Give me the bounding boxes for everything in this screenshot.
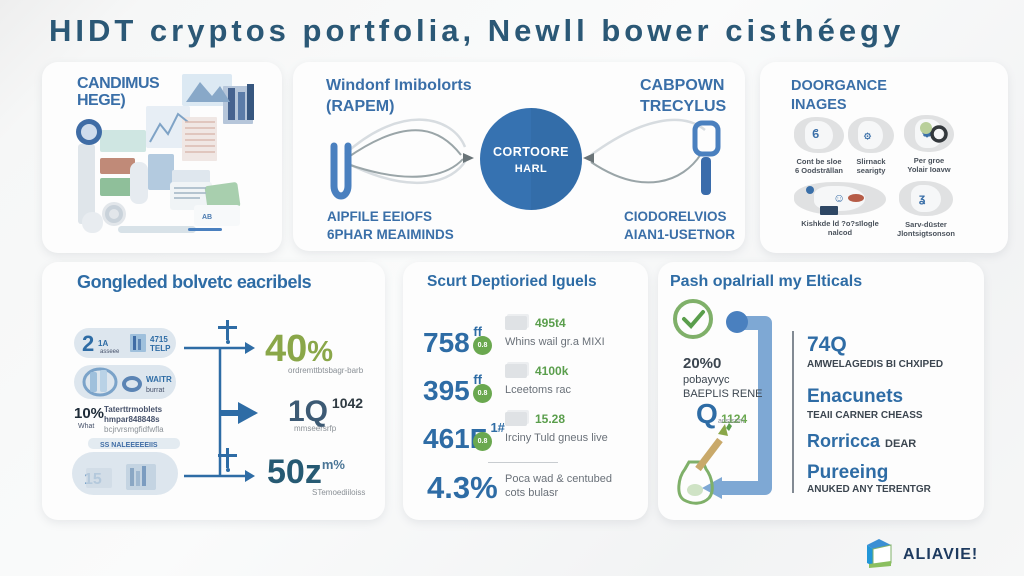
svg-text:asseee: asseee	[100, 349, 120, 355]
svg-text:bcjrvrsmgfidfwfla: bcjrvrsmgfidfwfla	[104, 425, 164, 434]
svg-text:1A: 1A	[98, 339, 108, 348]
svg-text:What: What	[78, 423, 94, 430]
svg-text:TELP: TELP	[150, 344, 171, 353]
svg-text:CORTOORE: CORTOORE	[493, 145, 569, 159]
svg-text:2: 2	[82, 331, 94, 356]
svg-text:SS NALEEEEEIIS: SS NALEEEEEIIS	[100, 442, 158, 449]
svg-text:4715: 4715	[150, 335, 168, 344]
svg-text:AB: AB	[202, 214, 212, 221]
svg-text:hmpar848848s: hmpar848848s	[104, 415, 160, 424]
svg-text:WAITR: WAITR	[146, 375, 172, 384]
svg-text:Taterttrmoblets: Taterttrmoblets	[104, 405, 163, 414]
svg-text:10%: 10%	[74, 405, 104, 422]
svg-text:burrat: burrat	[146, 387, 164, 394]
svg-text:HARL: HARL	[515, 163, 548, 175]
